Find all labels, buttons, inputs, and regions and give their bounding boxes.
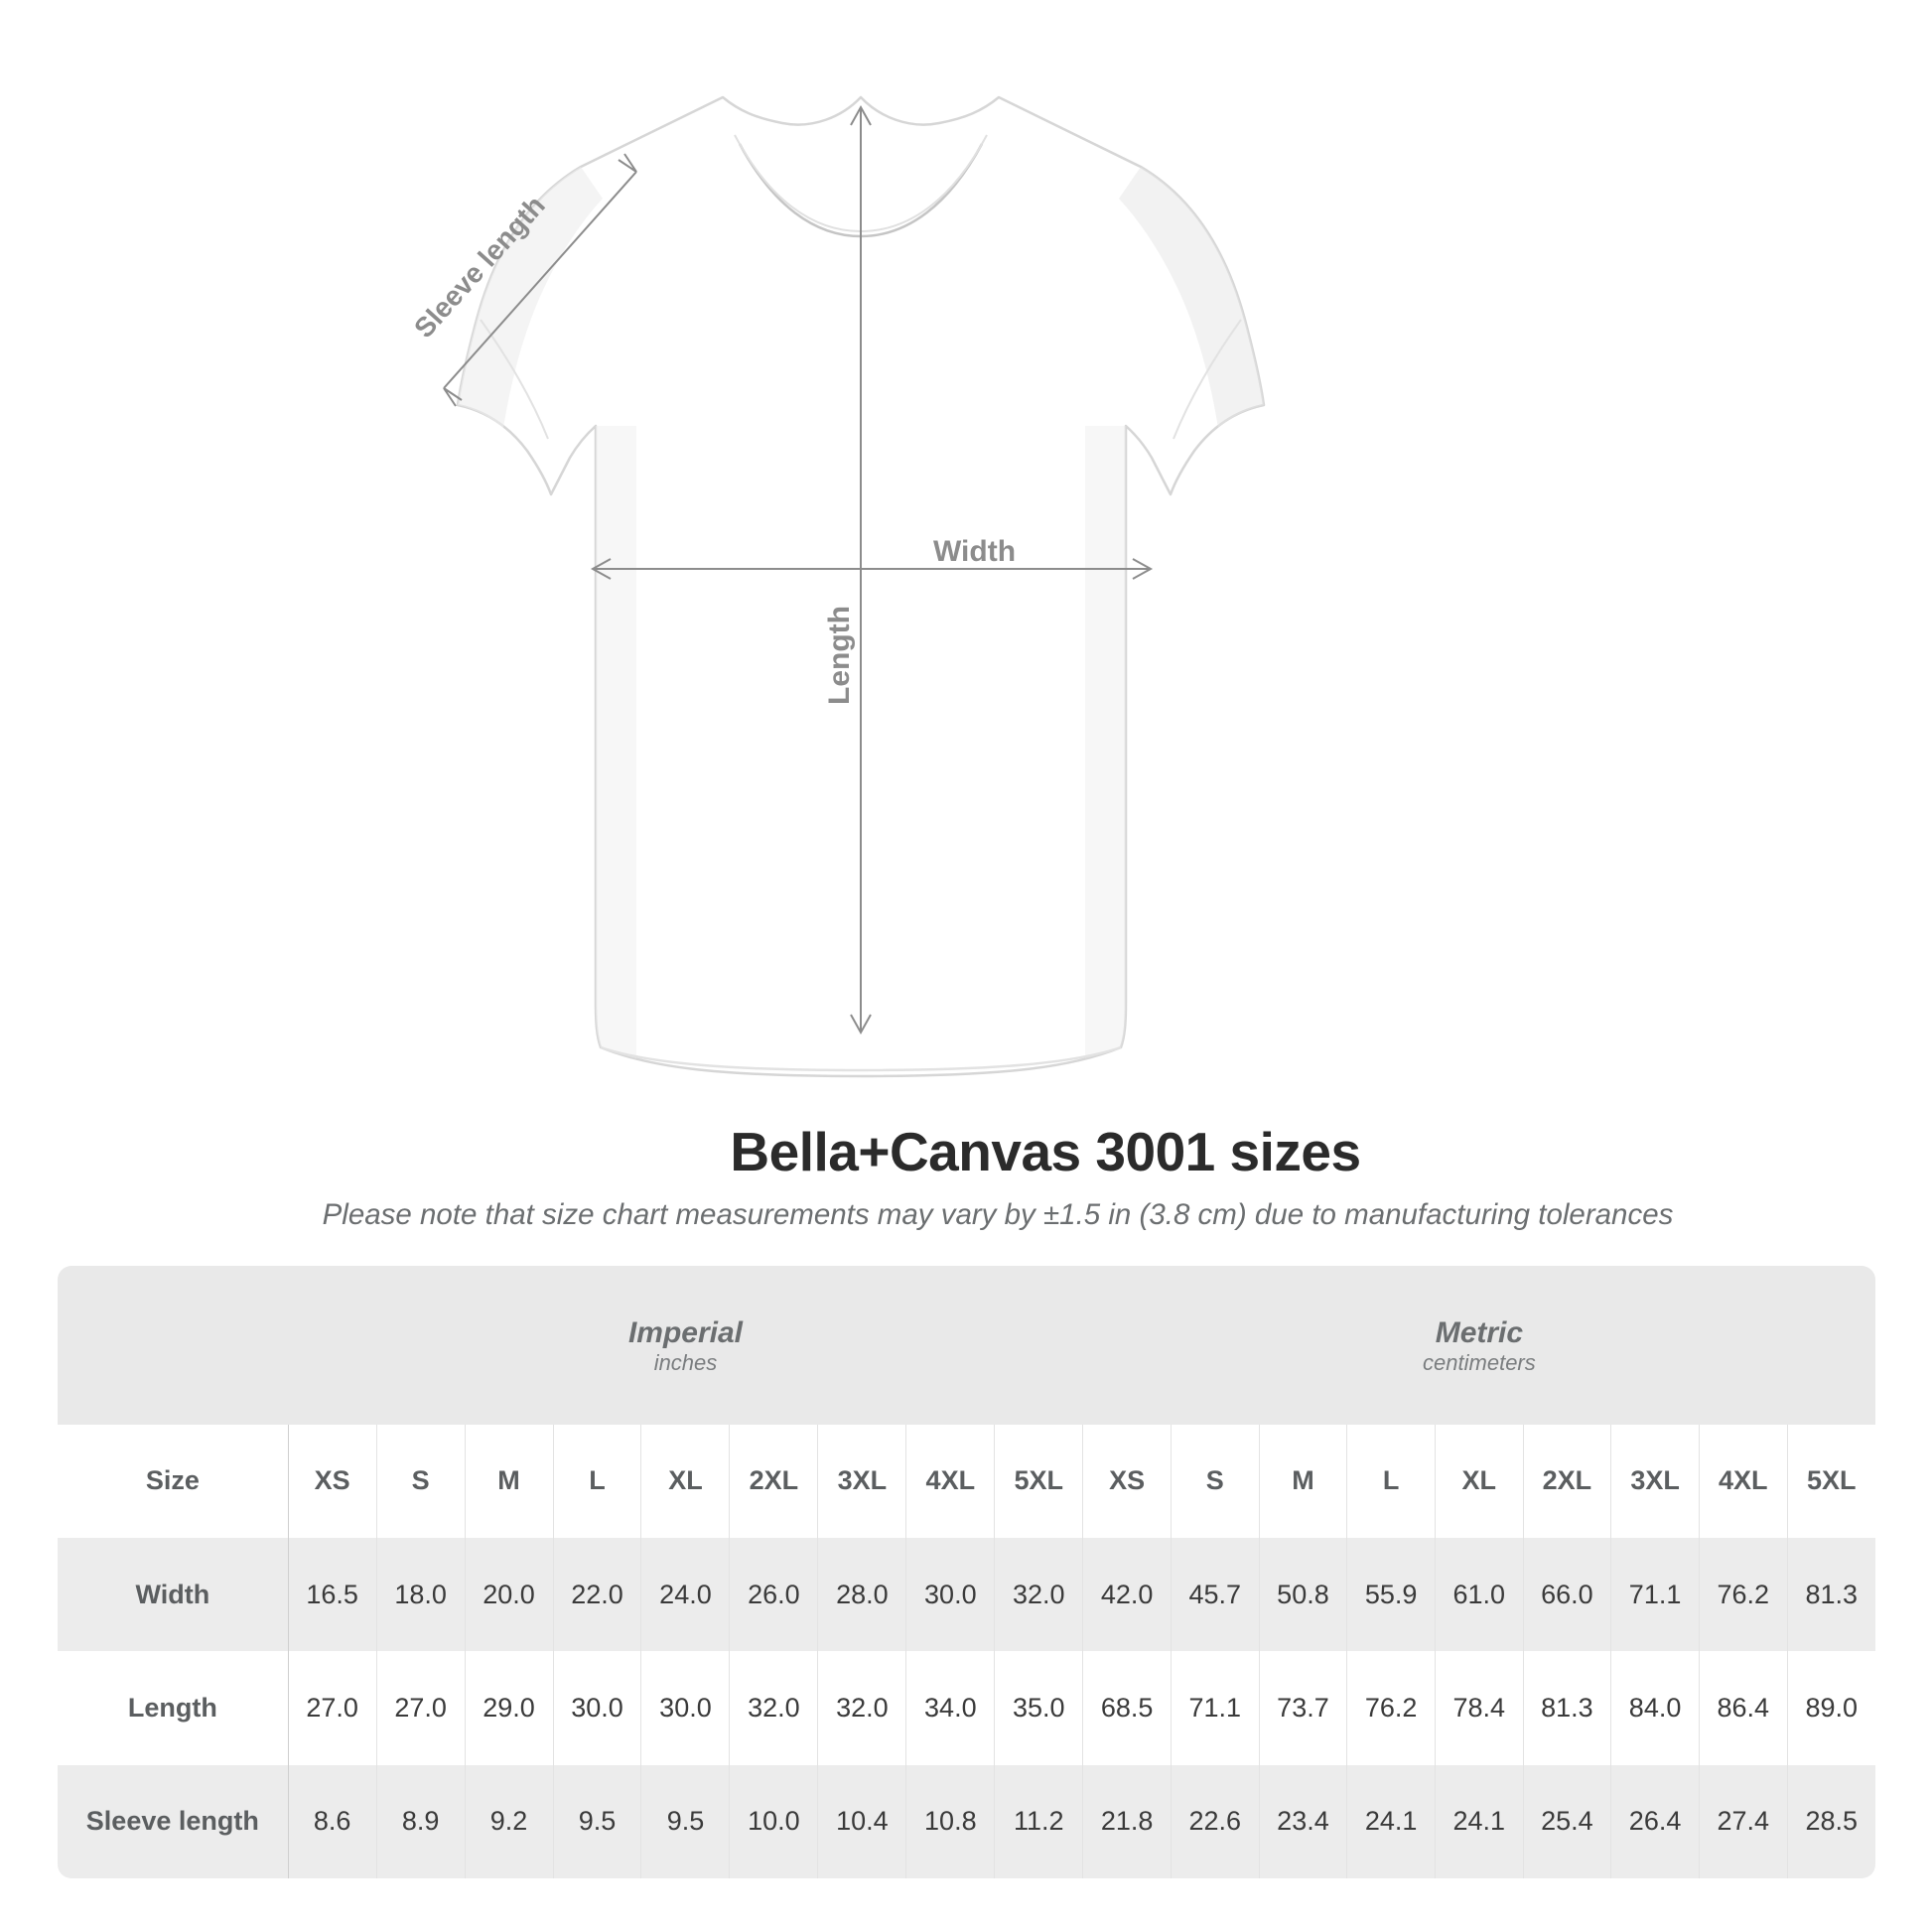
svg-text:Length: Length — [823, 606, 856, 705]
svg-text:Width: Width — [933, 535, 1016, 568]
